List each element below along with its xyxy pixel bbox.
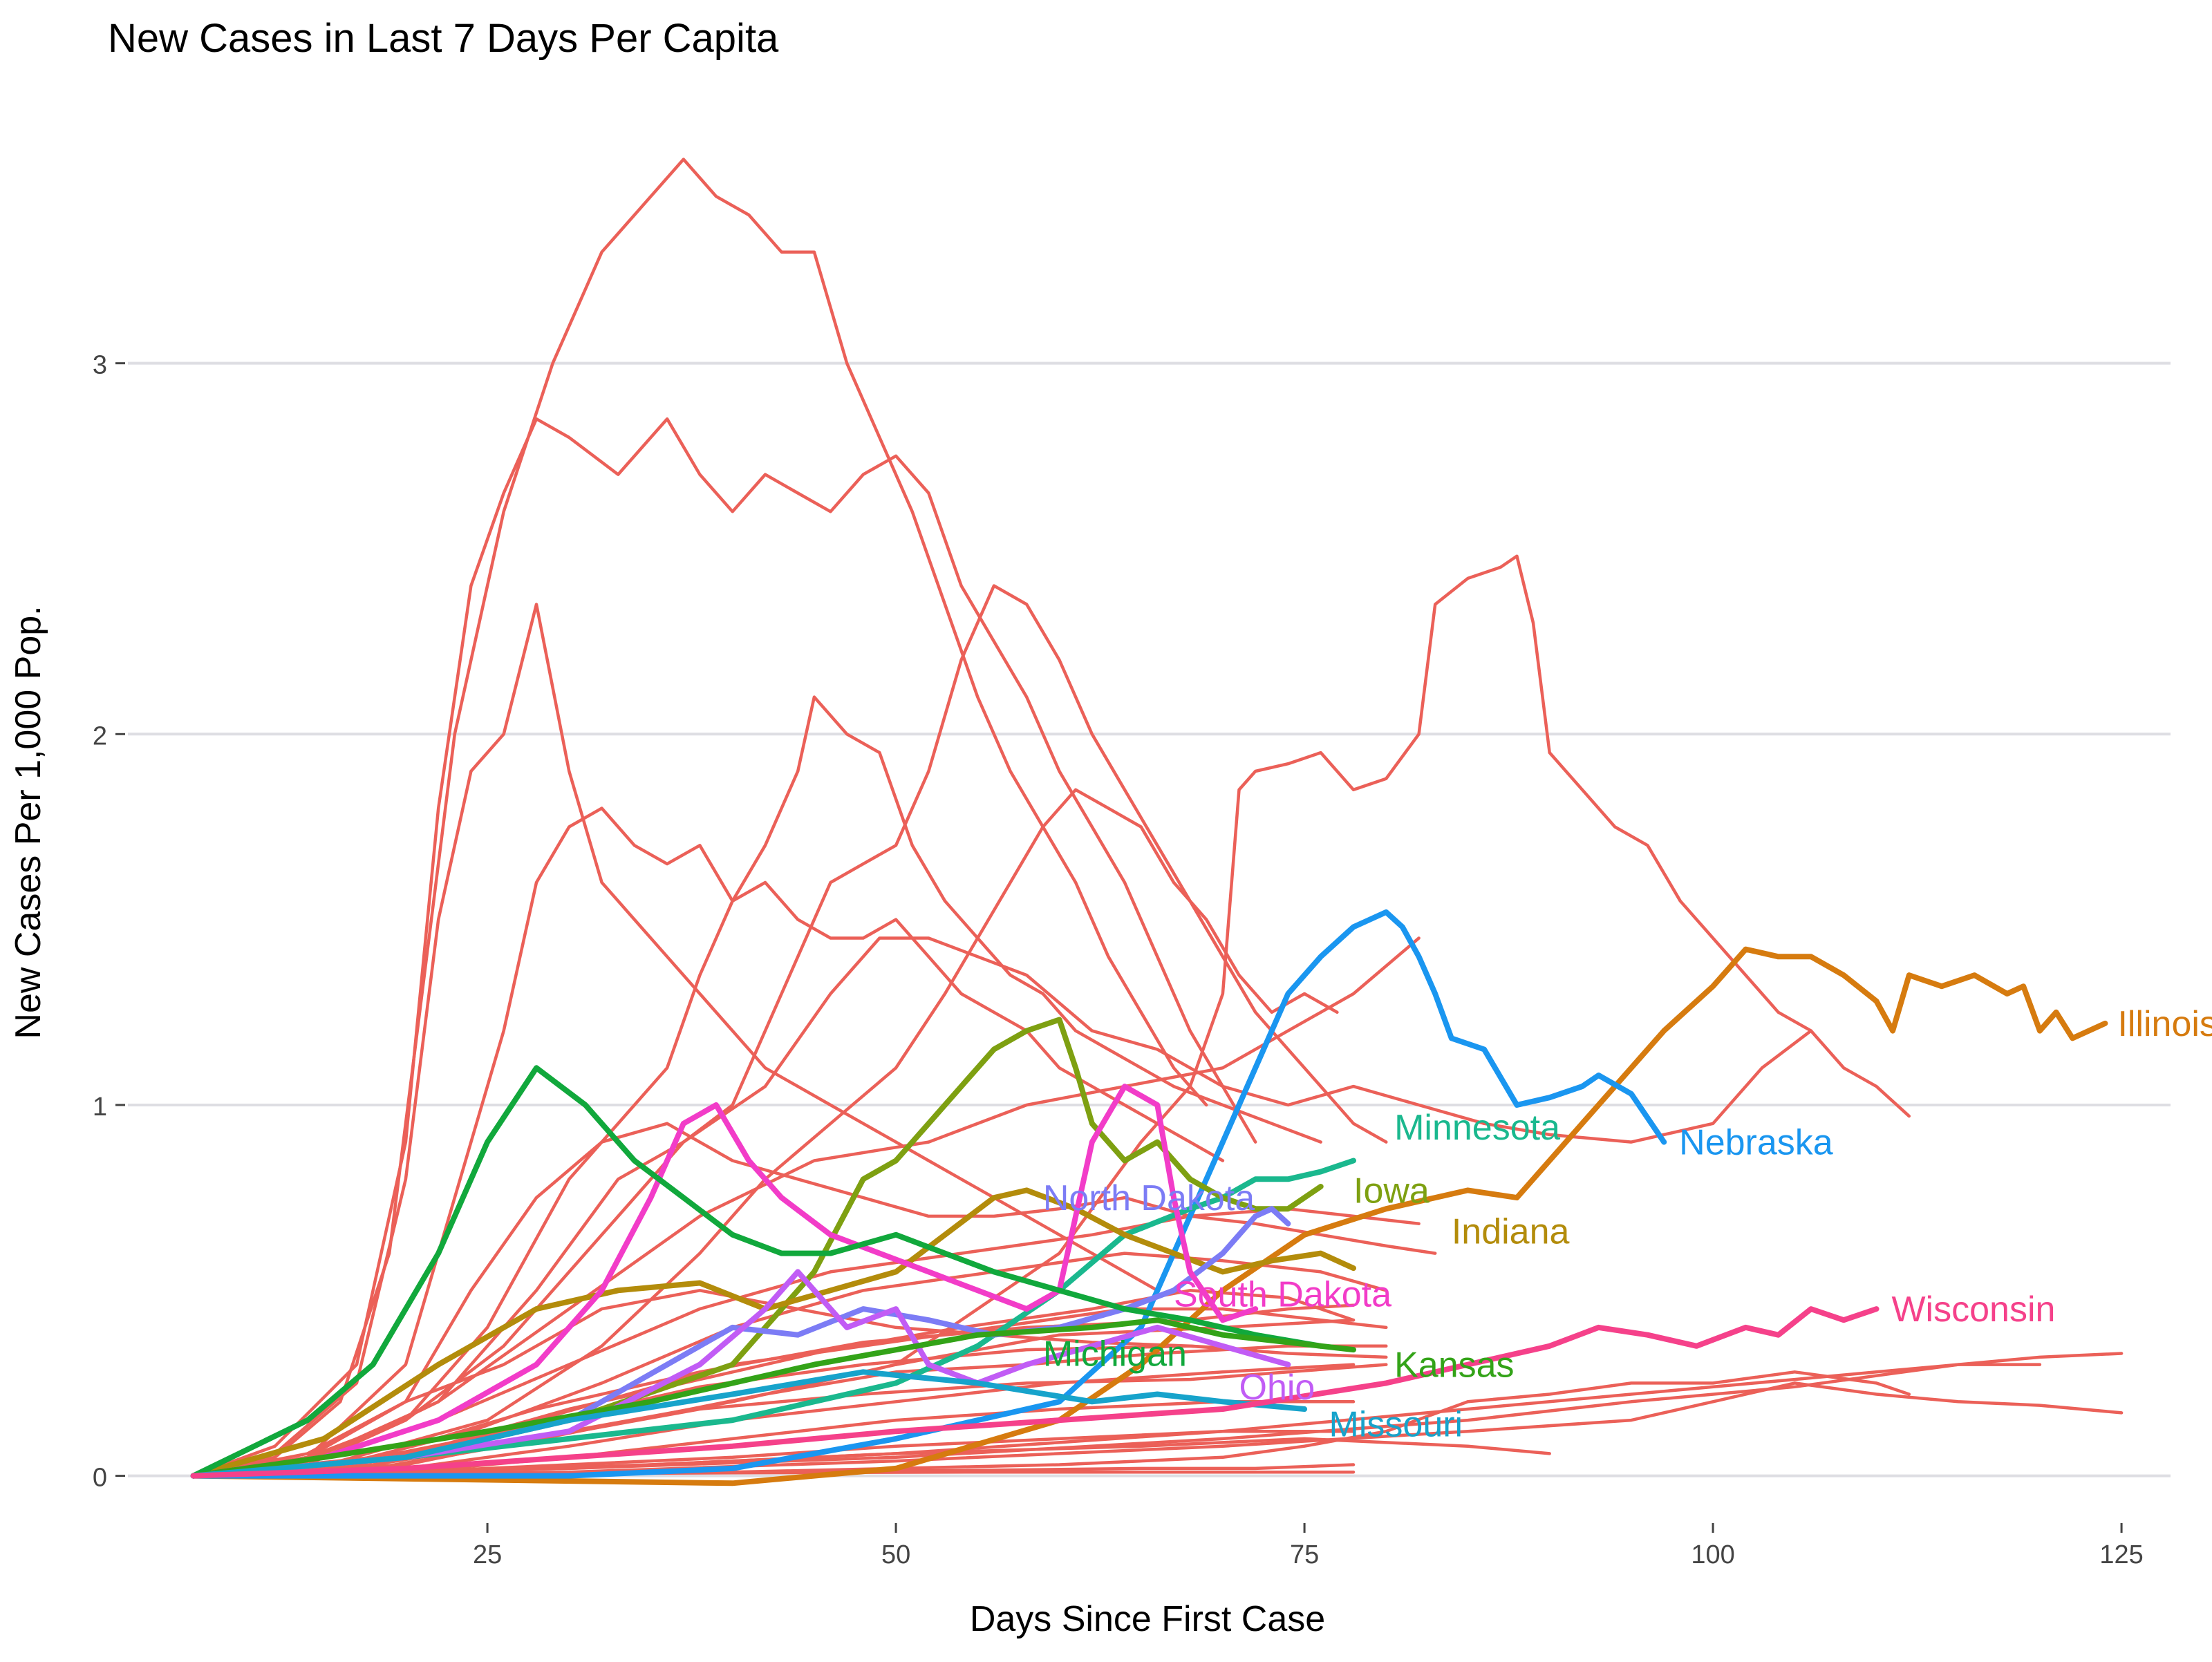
series-line-kansas: [190, 1317, 1356, 1479]
series-line-indiana: [190, 1187, 1356, 1479]
background-series-line-8: [191, 936, 1813, 1477]
series-label-minnesota: Minnesota: [1394, 1108, 1560, 1148]
background-series-line-26: [191, 1363, 2042, 1477]
background-series-line-0: [191, 417, 1257, 1477]
background-series-line-1: [191, 158, 1208, 1477]
y-axis-label: New Cases Per 1,000 Pop.: [8, 605, 48, 1039]
series-line-minnesota: [190, 1158, 1356, 1479]
background-series-line-11: [191, 1207, 1421, 1477]
series-labels: Illinois Nebraska Minnesota Iowa Indiana Nort…: [1043, 1004, 2212, 1445]
y-tick-label-3: 3: [93, 351, 107, 380]
background-series-line-7: [894, 554, 1911, 1366]
background-series-line-5: [191, 584, 1388, 1477]
background-series-line-28: [191, 1370, 1911, 1477]
x-tick-label-2: 75: [1290, 1540, 1319, 1569]
series-label-indiana: Indiana: [1452, 1211, 1570, 1252]
series-label-illinois: Illinois: [2117, 1004, 2212, 1044]
x-tick-label-1: 50: [881, 1540, 910, 1569]
series-line-nebraska: [190, 909, 1667, 1479]
series-label-nebraska: Nebraska: [1679, 1123, 1833, 1163]
gridlines: [128, 361, 2171, 1477]
series-label-kansas: Kansas: [1394, 1345, 1514, 1386]
y-tick-label-0: 0: [93, 1464, 107, 1493]
series-line-illinois: [190, 946, 2108, 1486]
series-line-iowa: [190, 1017, 1324, 1479]
background-series-line-4: [191, 695, 1322, 1477]
x-tick-label-3: 100: [1691, 1540, 1734, 1569]
x-axis-label: Days Since First Case: [970, 1599, 1325, 1639]
axes: Days Since First Case New Cases Per 1,00…: [8, 351, 2144, 1639]
series-line-south-dakota: [190, 1084, 1259, 1479]
series-line-wisconsin: [190, 1306, 1880, 1479]
series-label-north-dakota: North Dakota: [1043, 1178, 1255, 1218]
y-tick-label-2: 2: [93, 721, 107, 750]
x-tick-label-4: 125: [2099, 1540, 2143, 1569]
background-series-line-10: [191, 1122, 1437, 1477]
background-series-line-27: [191, 1381, 2124, 1477]
series-line-north-dakota: [190, 1206, 1291, 1479]
background-series-line-9: [191, 936, 1421, 1477]
y-tick-label-1: 1: [93, 1093, 107, 1122]
series-line-missouri: [190, 1369, 1308, 1479]
series-label-south-dakota: South Dakota: [1174, 1275, 1391, 1315]
series-label-michigan: Michigan: [1043, 1334, 1187, 1375]
series-label-ohio: Ohio: [1239, 1368, 1315, 1408]
background-series-group: [191, 158, 2124, 1477]
series-label-missouri: Missouri: [1329, 1404, 1463, 1444]
series-label-iowa: Iowa: [1353, 1171, 1430, 1211]
x-tick-label-0: 25: [473, 1540, 502, 1569]
series-line-michigan: [190, 1065, 1324, 1479]
highlighted-series-group: [190, 909, 2108, 1486]
background-series-line-2: [191, 603, 1159, 1477]
series-label-wisconsin: Wisconsin: [1891, 1290, 2055, 1330]
chart-title: New Cases in Last 7 Days Per Capita: [108, 16, 779, 61]
background-series-line-6: [191, 788, 1339, 1477]
